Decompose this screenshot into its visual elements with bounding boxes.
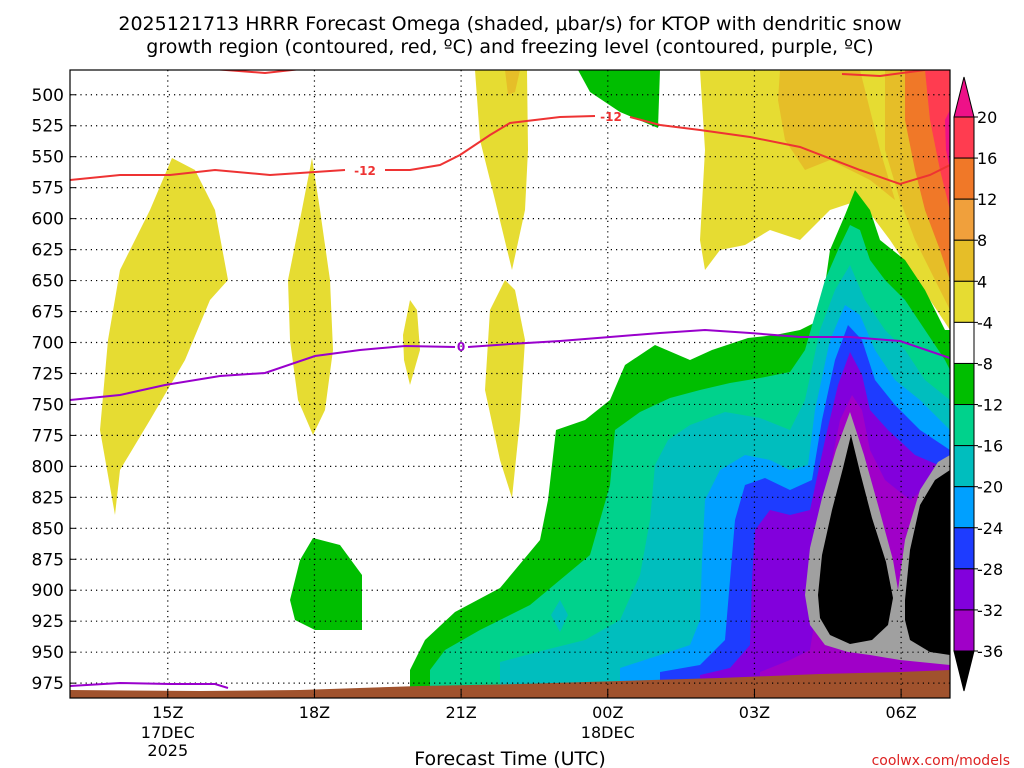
colorbar-segment [953, 239, 975, 282]
y-tick-label: 675 [32, 303, 64, 323]
y-tick-label: 900 [32, 581, 64, 601]
omega-shade-positive-20 [925, 70, 950, 210]
x-tick-label: 00Z [592, 703, 623, 722]
y-tick-label: 975 [32, 674, 64, 694]
colorbar-label: 4 [977, 272, 987, 291]
chart-title-line1: 2025121713 HRRR Forecast Omega (shaded, … [118, 13, 901, 35]
y-tick-label: 650 [32, 272, 64, 292]
colorbar-label: -36 [977, 642, 1003, 661]
dendritic-topright-contour [841, 70, 926, 78]
colorbar-segment [953, 445, 975, 488]
dendritic-top-contour [212, 70, 302, 75]
omega-shade-negative-4 [290, 538, 362, 630]
omega-shade-positive-4 [475, 70, 528, 270]
colorbar-label: -32 [977, 601, 1003, 620]
omega-shade-positive-4 [485, 280, 525, 498]
colorbar-segment [953, 527, 975, 570]
colorbar: 20 16 12 8 4 -4 -8 -12 -16 -20 -24 -28 -32 -36 [953, 76, 1003, 692]
omega-shade-positive-4 [100, 158, 228, 515]
colorbar-segment [953, 280, 975, 323]
y-tick-label: 700 [32, 334, 64, 354]
colorbar-label: 20 [977, 108, 997, 127]
x-tick-label: 06Z [885, 703, 916, 722]
freezing-level-surface-contour [70, 681, 229, 689]
omega-shade-negative-12-spot [551, 600, 568, 632]
colorbar-segment [953, 198, 975, 241]
omega-shade-positive-8 [505, 70, 520, 95]
dendritic-bottom-contour [70, 115, 950, 186]
y-tick-label: 725 [32, 364, 64, 384]
colorbar-top-arrow [953, 76, 975, 118]
y-tick-label: 500 [32, 86, 64, 106]
y-tick-label: 750 [32, 395, 64, 415]
colorbar-segment [953, 486, 975, 529]
colorbar-label: -12 [977, 396, 1003, 415]
colorbar-segment [953, 568, 975, 611]
x-tick-date: 18DEC [581, 723, 635, 742]
y-axis: 500 525 550 575 600 625 650 675 700 725 750 775 800 8… [32, 86, 76, 694]
colorbar-segment [953, 362, 975, 406]
contour-label-dendritic-top: -12 [600, 110, 622, 124]
colorbar-segment [953, 609, 975, 652]
x-tick-label: 18Z [299, 703, 330, 722]
y-tick-label: 950 [32, 643, 64, 663]
x-tick-year: 2025 [147, 741, 188, 760]
y-tick-label: 575 [32, 179, 64, 199]
colorbar-label: -4 [977, 313, 993, 332]
y-tick-label: 850 [32, 519, 64, 539]
y-tick-label: 925 [32, 612, 64, 632]
colorbar-label: 16 [977, 149, 997, 168]
omega-shade-negative-36 [905, 470, 950, 655]
omega-shade-positive-4 [288, 158, 333, 435]
colorbar-label: -8 [977, 354, 993, 373]
y-tick-label: 825 [32, 488, 64, 508]
plot-area: -12 -12 0 [70, 70, 950, 698]
y-tick-label: 600 [32, 210, 64, 230]
y-tick-label: 800 [32, 457, 64, 477]
omega-shade-negative-4 [578, 70, 660, 128]
colorbar-segment [953, 321, 975, 364]
x-tick-label: 15Z [152, 703, 183, 722]
colorbar-bottom-arrow [953, 650, 975, 692]
plot-border [69, 69, 951, 699]
colorbar-label: 12 [977, 190, 997, 209]
colorbar-label: 8 [977, 231, 987, 250]
colorbar-segment [953, 404, 975, 447]
y-tick-label: 525 [32, 117, 64, 137]
omega-shade-positive-8 [778, 70, 895, 200]
grid [70, 70, 950, 698]
x-tick-label: 21Z [445, 703, 476, 722]
colorbar-label: -20 [977, 478, 1003, 497]
omega-shade-negative-36 [818, 435, 893, 644]
y-tick-label: 875 [32, 550, 64, 570]
colorbar-segment [953, 157, 975, 200]
omega-shade-positive-4 [403, 300, 420, 385]
watermark: coolwx.com/models [872, 753, 1010, 768]
colorbar-label: -16 [977, 437, 1003, 456]
x-axis-label: Forecast Time (UTC) [414, 748, 605, 768]
colorbar-label: -28 [977, 560, 1003, 579]
terrain-ground [70, 670, 950, 698]
y-tick-label: 775 [32, 426, 64, 446]
contour-label-freezing-level: 0 [457, 340, 465, 354]
contour-label-dendritic-bottom: -12 [354, 164, 376, 178]
x-tick-label: 03Z [739, 703, 770, 722]
y-tick-label: 550 [32, 148, 64, 168]
x-tick-date: 17DEC [141, 723, 195, 742]
colorbar-segment [953, 116, 975, 159]
y-tick-label: 625 [32, 241, 64, 261]
colorbar-label: -24 [977, 519, 1003, 538]
freezing-level-contour [70, 328, 950, 401]
chart-title-line2: growth region (contoured, red, ºC) and f… [146, 36, 873, 58]
omega-shade-positive-20-max [945, 110, 950, 170]
